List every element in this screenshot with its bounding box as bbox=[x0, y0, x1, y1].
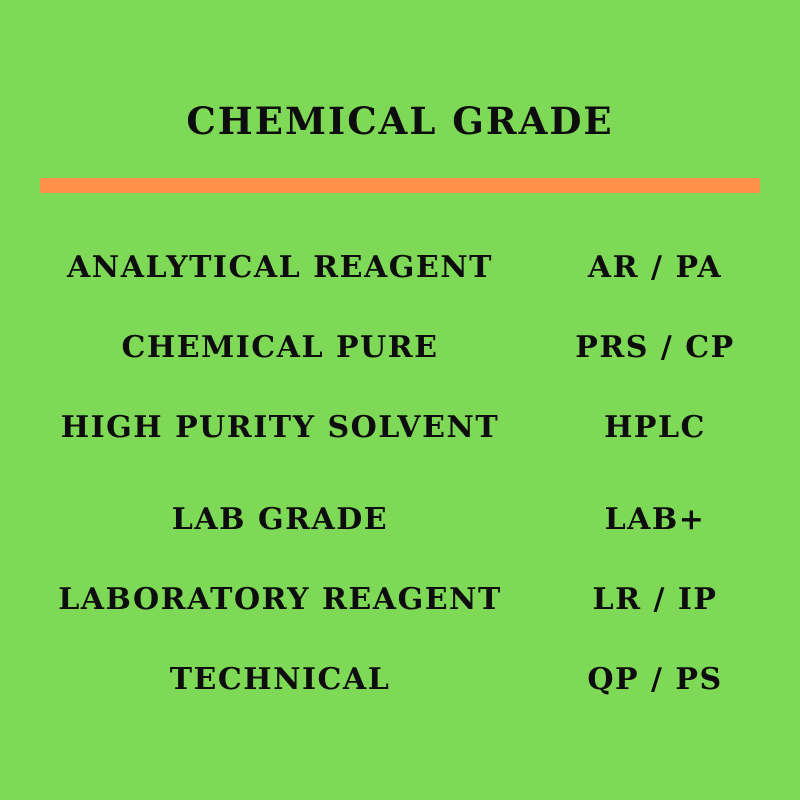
grade-name: TECHNICAL bbox=[169, 661, 391, 697]
table-row: LABORATORY REAGENT LR / IP bbox=[40, 559, 760, 639]
grade-name: LABORATORY REAGENT bbox=[58, 581, 502, 617]
grade-abbreviation: AR / PA bbox=[587, 249, 723, 285]
page-title: CHEMICAL GRADE bbox=[186, 99, 614, 143]
grade-name: LAB GRADE bbox=[171, 501, 389, 537]
title-divider-bar bbox=[40, 178, 760, 193]
table-row: HIGH PURITY SOLVENT HPLC bbox=[40, 387, 760, 467]
table-row: CHEMICAL PURE PRS / CP bbox=[40, 307, 760, 387]
table-row: LAB GRADE LAB+ bbox=[40, 479, 760, 559]
grade-name: ANALYTICAL REAGENT bbox=[67, 249, 493, 285]
table-row: TECHNICAL QP / PS bbox=[40, 639, 760, 719]
grade-abbreviation: QP / PS bbox=[587, 661, 723, 697]
grade-abbreviation: LR / IP bbox=[592, 581, 718, 617]
grade-name: CHEMICAL PURE bbox=[121, 329, 439, 365]
grade-name: HIGH PURITY SOLVENT bbox=[60, 409, 500, 445]
table-row: ANALYTICAL REAGENT AR / PA bbox=[40, 227, 760, 307]
grade-abbreviation: HPLC bbox=[604, 409, 706, 445]
grade-table: ANALYTICAL REAGENT AR / PA CHEMICAL PURE… bbox=[40, 227, 760, 719]
grade-abbreviation: PRS / CP bbox=[575, 329, 735, 365]
grade-abbreviation: LAB+ bbox=[604, 501, 706, 537]
